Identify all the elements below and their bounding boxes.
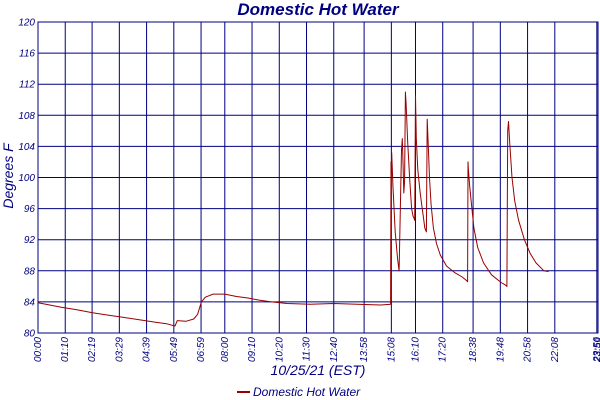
x-tick-label: 17:20 [438, 337, 449, 362]
legend: Domestic Hot Water [237, 385, 361, 399]
y-tick-label: 104 [18, 142, 35, 153]
x-axis-label: 10/25/21 (EST) [271, 362, 366, 378]
x-tick-label: 10:20 [274, 337, 285, 362]
x-tick-label: 03:29 [114, 337, 125, 362]
chart-title: Domestic Hot Water [237, 0, 400, 19]
x-tick-label: 23:59 [593, 337, 600, 363]
y-tick-label: 112 [19, 80, 35, 91]
grid-lines [37, 21, 599, 334]
x-tick-label: 13:58 [359, 337, 370, 362]
series-line-0 [37, 91, 549, 327]
y-tick-label: 120 [18, 18, 35, 29]
x-tick-label: 08:00 [220, 337, 231, 362]
y-tick-label: 84 [24, 297, 36, 308]
x-tick-label: 19:48 [495, 337, 506, 362]
y-tick-label: 80 [24, 329, 36, 340]
x-tick-label: 01:10 [60, 337, 71, 362]
x-tick-label: 00:00 [33, 337, 44, 362]
y-tick-label: 100 [18, 173, 35, 184]
y-tick-label: 92 [24, 235, 36, 246]
legend-label: Domestic Hot Water [253, 385, 361, 399]
y-tick-label: 116 [19, 49, 35, 60]
y-tick-label: 108 [18, 111, 35, 122]
x-tick-labels: 00:00 01:10 02:19 03:29 04:39 05:49 06:59 08:00… [33, 337, 600, 363]
x-tick-label: 23:56 [592, 337, 600, 363]
x-tick-label: 12:40 [329, 337, 340, 362]
y-axis-label: Degrees F [0, 142, 16, 209]
y-tick-label: 88 [24, 266, 36, 277]
x-tick-label: 20:58 [523, 337, 534, 363]
x-tick-label: 09:10 [247, 337, 258, 362]
x-tick-label: 18:38 [468, 337, 479, 362]
series-group [37, 91, 549, 327]
x-tick-label: 11:30 [302, 337, 313, 362]
x-tick-label: 02:19 [87, 337, 98, 362]
y-tick-labels: 80 84 88 92 96 100 104 108 112 116 120 [18, 18, 35, 340]
y-tick-label: 96 [24, 204, 36, 215]
x-tick-label: 05:49 [169, 337, 180, 362]
x-tick-label: 06:59 [196, 337, 207, 362]
x-tick-label: 16:10 [410, 337, 421, 362]
x-tick-label: 22:08 [550, 337, 561, 363]
x-tick-label: 15:08 [386, 337, 397, 362]
x-tick-label: 04:39 [142, 337, 153, 362]
